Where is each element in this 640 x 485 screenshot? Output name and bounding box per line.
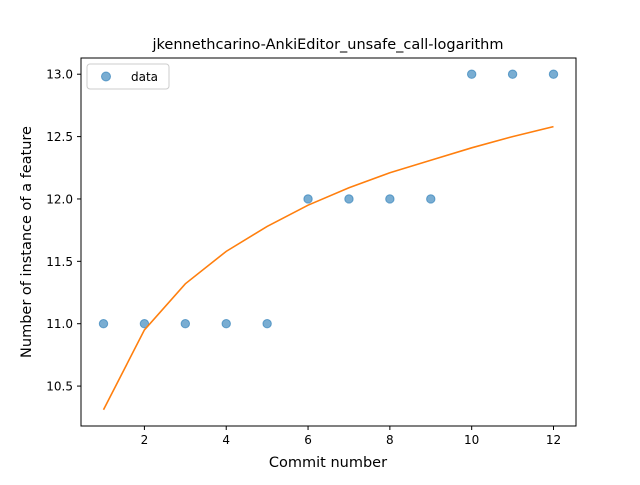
data-point <box>98 319 109 329</box>
legend: data <box>86 63 170 90</box>
legend-box <box>86 63 170 90</box>
x-axis-label: Commit number <box>269 455 387 471</box>
data-point <box>507 69 518 79</box>
data-point <box>548 69 559 79</box>
legend-marker-data <box>101 71 111 82</box>
x-tick-label: 8 <box>386 433 394 447</box>
y-tick-label: 12.5 <box>46 130 73 144</box>
data-point <box>344 194 354 204</box>
x-axis-ticks: 2 4 6 8 10 12 <box>141 426 561 447</box>
x-tick-label: 12 <box>546 433 561 447</box>
y-tick-label: 13.0 <box>46 68 73 82</box>
x-tick-label: 6 <box>304 433 312 447</box>
series-layer <box>98 69 559 411</box>
fit-line <box>102 125 554 411</box>
data-point <box>180 319 191 329</box>
data-point <box>466 69 477 79</box>
plot-frame <box>80 57 577 427</box>
data-point <box>385 194 395 204</box>
data-point <box>303 194 313 204</box>
data-point <box>426 194 436 204</box>
data-point <box>139 319 150 329</box>
legend-label-data: data <box>131 70 158 84</box>
data-point <box>262 319 272 329</box>
data-point <box>221 319 231 329</box>
y-tick-label: 10.5 <box>46 380 73 394</box>
y-tick-label: 11.5 <box>46 255 73 269</box>
x-tick-label: 2 <box>141 433 149 447</box>
x-tick-label: 4 <box>222 433 230 447</box>
x-tick-label: 10 <box>464 433 479 447</box>
chart-title: jkennethcarino-AnkiEditor_unsafe_call-lo… <box>151 37 503 53</box>
y-tick-label: 12.0 <box>46 192 73 206</box>
y-axis-label: Number of instance of a feature <box>19 126 35 358</box>
y-tick-label: 11.0 <box>46 317 73 331</box>
plot-area <box>80 57 577 427</box>
y-axis-ticks: 10.5 11.0 11.5 12.0 12.5 13.0 <box>46 68 81 394</box>
